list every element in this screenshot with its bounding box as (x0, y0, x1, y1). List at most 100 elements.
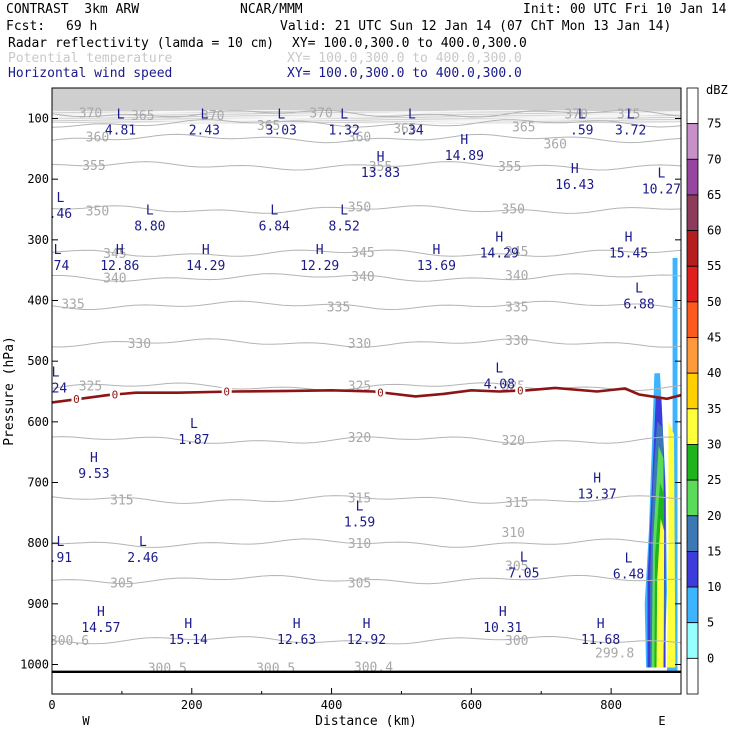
y-tick-label: 100 (27, 112, 49, 126)
colorbar-band (686, 622, 699, 659)
theta-label: 305 (348, 577, 371, 592)
freezing-level-line (52, 386, 681, 404)
theta-label: 375 (617, 108, 640, 123)
wind-min-marker: L (356, 499, 364, 514)
wind-value: 14.57 (81, 621, 120, 636)
freezing-label: 0 (517, 385, 524, 398)
theta-label: 315 (348, 492, 371, 507)
wind-value: 1.32 (328, 124, 359, 139)
field2-xy: XY= 100.0,300.0 to 400.0,300.0 (287, 51, 522, 66)
wind-value: 1.87 (178, 433, 209, 448)
theta-label: 355 (369, 160, 392, 175)
theta-label: 360 (543, 137, 566, 152)
theta-label: 340 (505, 269, 528, 284)
colorbar-band (686, 230, 699, 267)
colorbar-band (686, 158, 699, 196)
theta-label: 310 (348, 537, 371, 552)
theta-label: 345 (351, 246, 374, 261)
y-axis: 100 200 300 400 500 600 700 800 900 1000 (20, 112, 681, 672)
colorbar-band (686, 301, 699, 338)
wind-value: .24 (44, 381, 68, 396)
colorbar-level-label: 75 (707, 117, 721, 131)
theta-label: 365 (257, 119, 280, 134)
theta-label: 365 (393, 122, 416, 137)
theta-label: 370 (79, 106, 102, 121)
upper-contour-fill (52, 88, 681, 124)
theta-label: 300 (505, 634, 528, 649)
theta-label: 355 (498, 160, 521, 175)
theta-contour-370 (52, 109, 681, 118)
theta-label: 300.4 (354, 660, 393, 675)
wind-value: .74 (46, 259, 70, 274)
center-name: NCAR/MMM (240, 2, 303, 17)
wind-max-marker: H (597, 617, 605, 632)
theta-label: 325 (79, 379, 102, 394)
colorbar-band (686, 87, 699, 125)
x-tick-label: 0 (48, 698, 55, 712)
theta-contour-360 (52, 133, 681, 144)
colorbar-band (686, 194, 699, 231)
wind-value: 3.72 (615, 124, 646, 139)
field3-name: Horizontal wind speed (8, 66, 173, 81)
theta-contour-310 (52, 538, 681, 548)
wind-min-marker: L (277, 108, 285, 123)
wind-max-marker: H (571, 162, 579, 177)
reflectivity-cell (656, 518, 665, 668)
colorbar-level-label: 25 (707, 473, 721, 487)
y-tick-label: 400 (27, 294, 49, 308)
wind-value: 15.14 (169, 633, 208, 648)
wind-value: .34 (400, 124, 424, 139)
theta-label: 299.8 (595, 646, 634, 661)
theta-labels: 370 365 370 370 370 375 365 365 365 360 360 360 355 3… (52, 106, 640, 676)
upper-contour-line (52, 121, 681, 125)
wind-value: 8.52 (328, 219, 359, 234)
reflectivity-cell (667, 421, 676, 668)
theta-label: 370 (201, 109, 224, 124)
theta-label: 335 (505, 301, 528, 316)
upper-contour-line (52, 117, 681, 120)
x-tick-label: 600 (460, 698, 482, 712)
wind-value: 16.43 (555, 178, 594, 193)
wind-min-marker: L (146, 203, 154, 218)
freezing-label-bg (71, 393, 82, 405)
theta-label: 360 (86, 131, 109, 146)
colorbar-band (686, 444, 699, 481)
theta-contour-350 (52, 205, 681, 214)
wind-value: 2.46 (127, 551, 158, 566)
wind-min-marker: L (635, 282, 643, 297)
colorbar-band (686, 265, 699, 303)
wind-value: .59 (570, 124, 593, 139)
colorbar-band (686, 337, 699, 374)
wind-min-marker: L (495, 362, 503, 377)
upper-contour-line (52, 118, 681, 122)
wind-value: 1.59 (344, 515, 375, 530)
wind-value: 14.29 (480, 247, 519, 262)
theta-contour-300 (52, 635, 681, 645)
y-tick-label: 800 (27, 536, 49, 550)
freezing-level: 0 0 0 0 0 (52, 384, 681, 406)
theta-label: 350 (86, 205, 109, 220)
colorbar-band (686, 479, 699, 517)
theta-label: 320 (502, 434, 525, 449)
theta-label: 310 (502, 526, 525, 541)
wind-value: 12.92 (347, 633, 386, 648)
wind-value: 4.81 (105, 124, 136, 139)
theta-label: 350 (502, 202, 525, 217)
wind-value: 12.29 (300, 259, 339, 274)
y-tick-label: 200 (27, 172, 49, 186)
wind-min-marker: L (52, 365, 60, 380)
x-axis: 0 200 400 600 800 (48, 688, 622, 712)
wind-value: 13.37 (578, 488, 617, 503)
wind-value: 14.29 (186, 259, 225, 274)
wind-max-marker: H (432, 243, 440, 258)
theta-contour-320 (52, 436, 681, 444)
wind-value: 12.63 (277, 633, 316, 648)
wind-max-marker: H (90, 451, 98, 466)
theta-label: 330 (128, 337, 151, 352)
plot-frame (51, 87, 682, 695)
wind-min-marker: L (627, 108, 635, 123)
freezing-label-bg (109, 388, 120, 400)
colorbar-band (686, 657, 699, 695)
upper-contour-line (52, 115, 681, 119)
